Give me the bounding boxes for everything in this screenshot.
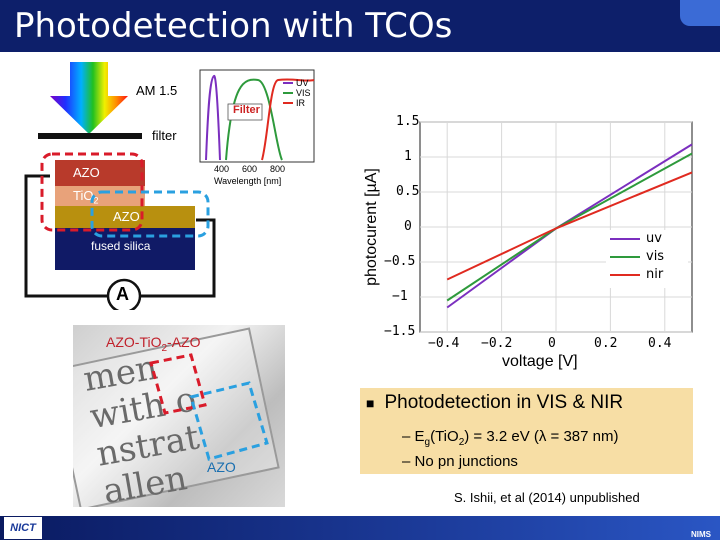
filter-legend-vis: VIS <box>296 88 311 98</box>
filter-x-tick-800: 800 <box>270 164 286 174</box>
y-tick-0.5: 0.5 <box>396 184 420 199</box>
photo-label-azo: AZO <box>207 459 236 475</box>
filter-inset-plot <box>199 69 315 163</box>
filter-label: filter <box>152 128 177 143</box>
series-line-nir <box>446 171 693 281</box>
title-bar <box>0 0 720 52</box>
layer-azo-bottom: AZO <box>55 206 195 228</box>
sample-photo: men with o nstrat allen <box>73 325 285 507</box>
filter-ir-curve <box>261 78 315 161</box>
am15-label: AM 1.5 <box>136 83 178 98</box>
x-axis-label: voltage [V] <box>502 353 578 370</box>
y-tick-minus-0.5: −0.5 <box>384 254 416 269</box>
measurement-circuit <box>24 152 216 310</box>
citation: S. Ishii, et al (2014) unpublished <box>454 490 640 505</box>
nims-logo: NIMS <box>691 530 711 539</box>
filter-uv-curve <box>205 74 221 161</box>
bottom-electrode-box <box>90 190 210 238</box>
y-tick-1: 1 <box>404 149 412 164</box>
y-tick-minus-1: −1 <box>392 289 408 304</box>
x-tick-minus-0.2: −0.2 <box>481 336 513 351</box>
summary-highlight-box <box>360 388 693 474</box>
slide-title: Photodetection with TCOs <box>14 6 453 46</box>
square-bullet-icon: ■ <box>366 395 375 411</box>
x-tick-0: 0 <box>548 336 556 351</box>
iv-lines <box>446 143 693 309</box>
footer-bar <box>0 516 720 540</box>
bullet-sub-no-pn: – No pn junctions <box>402 453 518 470</box>
nict-logo: NICT <box>4 517 42 539</box>
x-tick-0.2: 0.2 <box>594 336 618 351</box>
filter-x-tick-400: 400 <box>214 164 230 174</box>
filter-legend-uv: UV <box>296 78 309 88</box>
filter-x-label: Wavelength [nm] <box>214 176 282 186</box>
photo-electrode-outlines <box>149 353 269 461</box>
filter-bar <box>38 133 142 139</box>
bullet-sub-bandgap: – Eg(TiO2) = 3.2 eV (λ = 387 nm) <box>402 428 619 448</box>
y-tick-0: 0 <box>404 219 412 234</box>
bullet-main: ■ Photodetection in VIS & NIR <box>366 392 624 413</box>
title-corner-tab <box>680 0 720 26</box>
iv-legend: uv vis nir <box>606 230 688 288</box>
filter-legend-ir: IR <box>296 98 305 108</box>
photo-label-azo-tio2-azo: AZO-TiO2-AZO <box>106 334 201 354</box>
filter-legend: UV VIS IR <box>283 78 311 108</box>
legend-vis: vis <box>646 249 665 264</box>
filter-x-tick-600: 600 <box>242 164 258 174</box>
am15-light-arrow <box>50 62 128 134</box>
iv-grid <box>420 121 692 333</box>
ammeter-circle <box>106 278 142 310</box>
filter-legend-title: Filter <box>233 104 260 116</box>
layer-azo-top: AZO <box>55 160 145 186</box>
legend-nir: nir <box>646 267 664 282</box>
x-tick-minus-0.4: −0.4 <box>428 336 460 351</box>
ammeter-symbol: A <box>116 284 129 304</box>
y-tick-1.5: 1.5 <box>396 114 420 129</box>
y-axis-label: photocurent [µA] <box>363 168 380 286</box>
x-tick-0.4: 0.4 <box>648 336 672 351</box>
legend-uv: uv <box>646 231 662 246</box>
y-tick-minus-1.5: −1.5 <box>384 324 416 339</box>
